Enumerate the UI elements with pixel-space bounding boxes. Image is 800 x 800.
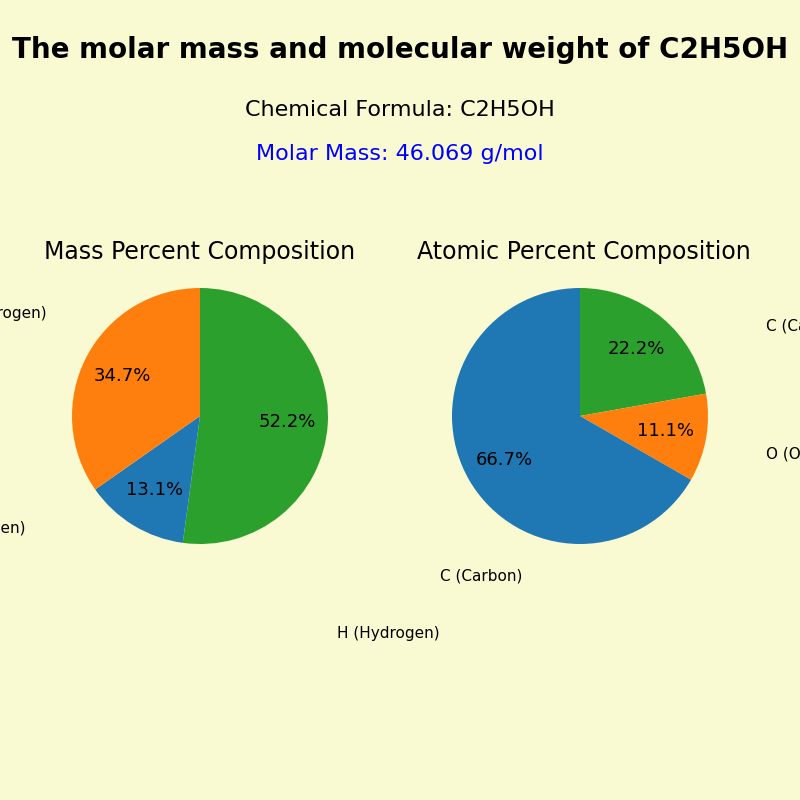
Text: 22.2%: 22.2% bbox=[607, 340, 665, 358]
Text: O (Oxygen): O (Oxygen) bbox=[0, 521, 25, 535]
Text: 66.7%: 66.7% bbox=[476, 450, 534, 469]
Text: 52.2%: 52.2% bbox=[258, 413, 315, 431]
Text: Chemical Formula: C2H5OH: Chemical Formula: C2H5OH bbox=[245, 100, 555, 120]
Wedge shape bbox=[72, 288, 200, 490]
Wedge shape bbox=[95, 416, 200, 543]
Text: 34.7%: 34.7% bbox=[94, 367, 151, 385]
Wedge shape bbox=[580, 394, 708, 480]
Text: Mass Percent Composition: Mass Percent Composition bbox=[45, 240, 355, 264]
Text: H (Hydrogen): H (Hydrogen) bbox=[337, 626, 439, 641]
Text: C (Carbon): C (Carbon) bbox=[766, 319, 800, 334]
Text: O (Oxygen): O (Oxygen) bbox=[766, 447, 800, 462]
Text: 13.1%: 13.1% bbox=[126, 482, 183, 499]
Text: H (Hydrogen): H (Hydrogen) bbox=[0, 306, 46, 321]
Text: Atomic Percent Composition: Atomic Percent Composition bbox=[417, 240, 751, 264]
Wedge shape bbox=[452, 288, 691, 544]
Text: Molar Mass: 46.069 g/mol: Molar Mass: 46.069 g/mol bbox=[256, 144, 544, 164]
Text: The molar mass and molecular weight of C2H5OH: The molar mass and molecular weight of C… bbox=[12, 36, 788, 64]
Text: 11.1%: 11.1% bbox=[638, 422, 694, 440]
Text: C (Carbon): C (Carbon) bbox=[440, 569, 522, 583]
Wedge shape bbox=[182, 288, 328, 544]
Wedge shape bbox=[580, 288, 706, 416]
